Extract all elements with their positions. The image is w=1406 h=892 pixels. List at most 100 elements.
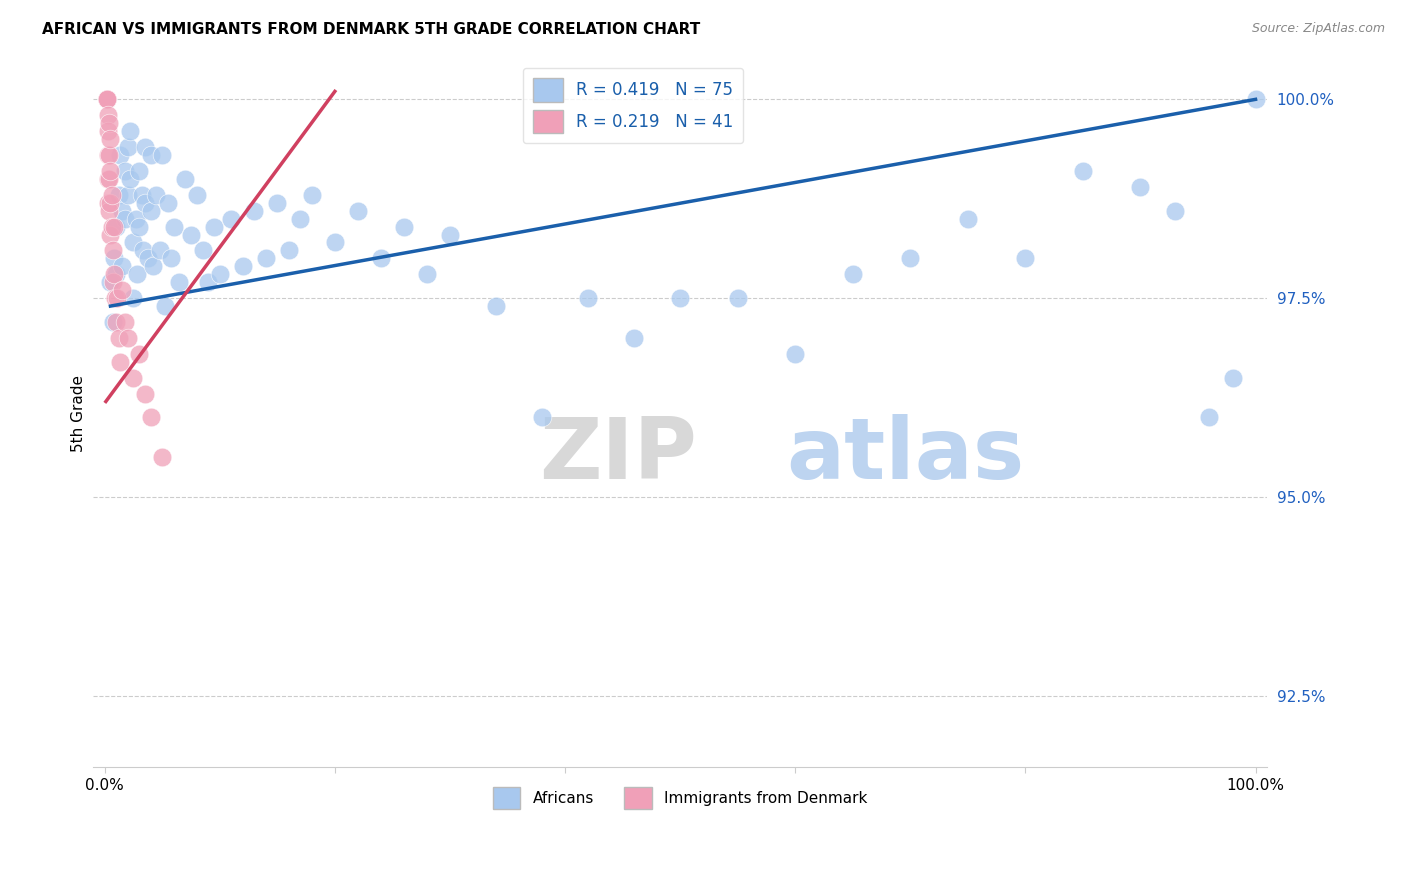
Point bbox=[103, 252, 125, 266]
Point bbox=[149, 244, 172, 258]
Point bbox=[956, 211, 979, 226]
Point bbox=[323, 235, 346, 250]
Point bbox=[96, 92, 118, 106]
Point bbox=[98, 203, 121, 218]
Point bbox=[138, 252, 160, 266]
Point bbox=[104, 291, 127, 305]
Point bbox=[100, 275, 122, 289]
Point bbox=[101, 275, 124, 289]
Point bbox=[1071, 164, 1094, 178]
Point bbox=[160, 252, 183, 266]
Point bbox=[97, 108, 120, 122]
Point bbox=[105, 315, 128, 329]
Point bbox=[301, 187, 323, 202]
Point bbox=[174, 172, 197, 186]
Point bbox=[96, 92, 118, 106]
Point bbox=[105, 267, 128, 281]
Point bbox=[108, 148, 131, 162]
Point bbox=[96, 92, 118, 106]
Point bbox=[530, 410, 553, 425]
Point bbox=[208, 267, 231, 281]
Point bbox=[139, 410, 162, 425]
Point bbox=[107, 331, 129, 345]
Point bbox=[139, 203, 162, 218]
Point bbox=[197, 275, 219, 289]
Text: AFRICAN VS IMMIGRANTS FROM DENMARK 5TH GRADE CORRELATION CHART: AFRICAN VS IMMIGRANTS FROM DENMARK 5TH G… bbox=[42, 22, 700, 37]
Point bbox=[392, 219, 415, 234]
Point bbox=[128, 164, 150, 178]
Point bbox=[103, 219, 125, 234]
Point bbox=[125, 211, 148, 226]
Point bbox=[290, 211, 312, 226]
Point bbox=[114, 211, 136, 226]
Point bbox=[1244, 92, 1267, 106]
Point bbox=[96, 92, 118, 106]
Point bbox=[134, 195, 156, 210]
Point bbox=[669, 291, 692, 305]
Point bbox=[100, 132, 122, 146]
Point bbox=[114, 315, 136, 329]
Point bbox=[1129, 179, 1152, 194]
Point bbox=[191, 244, 214, 258]
Point bbox=[100, 164, 122, 178]
Point bbox=[122, 370, 145, 384]
Point bbox=[1164, 203, 1187, 218]
Point bbox=[623, 331, 645, 345]
Point bbox=[131, 244, 153, 258]
Point bbox=[122, 291, 145, 305]
Text: atlas: atlas bbox=[786, 415, 1024, 498]
Legend: Africans, Immigrants from Denmark: Africans, Immigrants from Denmark bbox=[485, 780, 875, 816]
Point bbox=[97, 148, 120, 162]
Point bbox=[186, 187, 208, 202]
Point bbox=[370, 252, 392, 266]
Point bbox=[114, 164, 136, 178]
Point bbox=[150, 450, 173, 465]
Point bbox=[98, 116, 121, 130]
Point bbox=[1222, 370, 1244, 384]
Point bbox=[101, 244, 124, 258]
Point bbox=[118, 172, 141, 186]
Point bbox=[277, 244, 299, 258]
Point bbox=[100, 195, 122, 210]
Point bbox=[134, 386, 156, 401]
Point bbox=[111, 283, 134, 297]
Point bbox=[117, 140, 139, 154]
Point bbox=[128, 347, 150, 361]
Point bbox=[169, 275, 191, 289]
Point bbox=[153, 299, 176, 313]
Point bbox=[103, 267, 125, 281]
Point bbox=[139, 148, 162, 162]
Point bbox=[97, 195, 120, 210]
Point bbox=[98, 172, 121, 186]
Point bbox=[254, 252, 277, 266]
Point bbox=[232, 260, 254, 274]
Point bbox=[97, 124, 120, 138]
Point bbox=[125, 267, 148, 281]
Point bbox=[134, 140, 156, 154]
Y-axis label: 5th Grade: 5th Grade bbox=[72, 375, 86, 452]
Point bbox=[111, 203, 134, 218]
Point bbox=[100, 227, 122, 242]
Point bbox=[97, 172, 120, 186]
Point bbox=[105, 219, 128, 234]
Point bbox=[107, 187, 129, 202]
Point bbox=[105, 291, 128, 305]
Point bbox=[219, 211, 242, 226]
Point bbox=[96, 92, 118, 106]
Point bbox=[111, 260, 134, 274]
Point bbox=[156, 195, 179, 210]
Point bbox=[122, 235, 145, 250]
Point bbox=[266, 195, 288, 210]
Point bbox=[202, 219, 225, 234]
Point bbox=[841, 267, 863, 281]
Point bbox=[117, 331, 139, 345]
Point bbox=[117, 187, 139, 202]
Point bbox=[128, 219, 150, 234]
Point bbox=[785, 347, 807, 361]
Point bbox=[108, 355, 131, 369]
Point bbox=[898, 252, 921, 266]
Point bbox=[416, 267, 439, 281]
Point bbox=[96, 92, 118, 106]
Point bbox=[1198, 410, 1220, 425]
Point bbox=[1014, 252, 1036, 266]
